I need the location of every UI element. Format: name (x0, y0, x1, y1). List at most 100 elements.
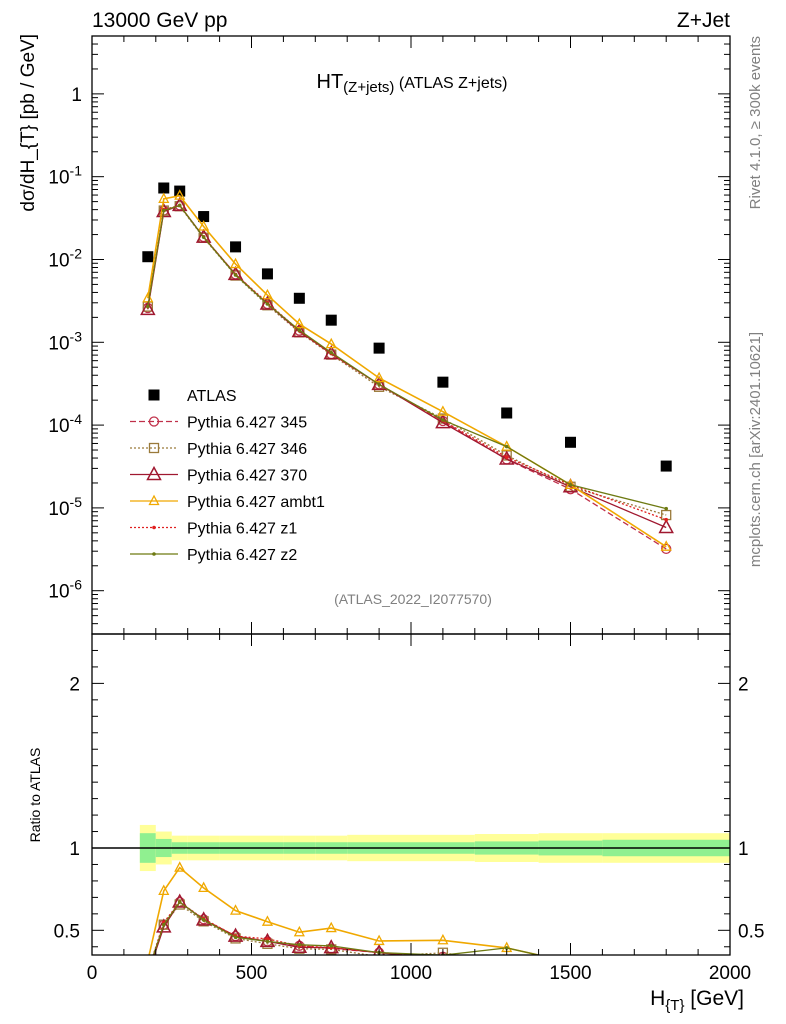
plot-title: HT(Z+jets) (ATLAS Z+jets) (317, 71, 508, 96)
ratio-point-z1 (664, 974, 668, 978)
legend-marker-ambt1 (148, 494, 160, 506)
main-point-p370 (498, 450, 515, 465)
ratio-line-z2 (152, 901, 542, 955)
ratio-point-p370 (660, 976, 673, 988)
x-tick-label: 1000 (390, 963, 432, 984)
main-point-ambt1 (174, 189, 186, 200)
main-y-tick-label: 10-5 (48, 494, 82, 520)
x-tick-label: 2000 (709, 963, 751, 984)
main-point-atlas (158, 182, 170, 194)
ratio-point-z2 (177, 900, 182, 904)
x-tick-label: 1500 (549, 963, 591, 984)
ratio-point-z2 (233, 935, 238, 940)
ratio-point-z2 (664, 960, 668, 964)
plot-title-tail: (ATLAS Z+jets) (394, 75, 507, 92)
ratio-point-p346 (662, 966, 671, 975)
axes-group: 0 500 1000 1500 2000 10-6 10-5 10-4 10-3 10-2 10-1… (48, 35, 764, 984)
ratio-point-ambt1 (373, 934, 385, 946)
main-point-p370 (259, 295, 276, 310)
main-y-tick-label: 1 (71, 85, 82, 106)
ratio-point-z2 (201, 918, 206, 922)
legend-marker-atlas (148, 389, 160, 401)
ratio-point-ambt1 (198, 881, 210, 893)
x-axis-label-main: H (650, 987, 665, 1010)
rivet-version-label: Rivet 4.1.0, ≥ 300k events (747, 36, 764, 209)
legend-marker-p346 (148, 442, 160, 454)
ratio-point-p370 (141, 968, 154, 980)
main-point-ambt1 (229, 257, 242, 269)
main-point-p370 (371, 375, 387, 391)
main-series-group (140, 182, 674, 555)
ratio-point-ambt1 (437, 933, 449, 945)
ratio-point-ambt1 (174, 861, 186, 872)
legend-label-ambt1: Pythia 6.427 ambt1 (187, 494, 325, 511)
main-point-p370 (291, 322, 308, 338)
ratio-point-ambt1 (261, 915, 274, 926)
main-point-p370 (227, 265, 244, 281)
ratio-y-tick-label-left: 2 (69, 674, 80, 695)
header-process-label: Z+Jet (677, 9, 730, 32)
analysis-id-label: (ATLAS_2022_I2077570) (334, 591, 492, 607)
legend-marker-p345 (148, 416, 160, 427)
main-y-tick-label: 10-4 (48, 411, 82, 437)
ratio-point-z2 (329, 944, 334, 948)
ratio-point-ambt1 (325, 921, 337, 933)
ratio-y-tick-label-right: 2 (738, 674, 749, 695)
ratio-point-ambt1 (147, 954, 149, 955)
main-y-tick-label: 10-1 (48, 163, 82, 189)
ratio-point-p346 (437, 947, 449, 955)
x-axis-label-sub: {T} (665, 997, 684, 1014)
ratio-point-z2 (265, 939, 270, 944)
main-plot-frame (91, 35, 731, 635)
main-point-z1 (504, 455, 509, 459)
ratio-point-p370 (291, 938, 308, 954)
main-point-atlas (198, 211, 210, 223)
main-point-ambt1 (198, 220, 210, 231)
ratio-y-tick-label-right: 0.5 (738, 921, 764, 942)
main-point-ambt1 (660, 540, 672, 551)
plot-title-main: HT (317, 71, 344, 93)
main-point-z1 (664, 517, 668, 522)
main-point-atlas (230, 241, 242, 253)
main-point-z2 (441, 418, 445, 422)
ratio-point-ambt1 (229, 904, 242, 915)
x-tick-label: 0 (87, 963, 98, 984)
main-point-z2 (297, 328, 302, 332)
main-y-tick-label: 10-2 (48, 245, 82, 271)
main-point-p370 (171, 196, 188, 212)
ratio-plot-frame (91, 633, 731, 956)
ratio-point-p346 (502, 958, 511, 967)
main-point-z2 (568, 483, 573, 487)
main-point-atlas (293, 292, 305, 304)
main-point-atlas (325, 314, 337, 326)
main-point-ambt1 (158, 192, 170, 203)
main-point-p370 (323, 345, 340, 360)
legend-label-z2: Pythia 6.427 z2 (187, 547, 297, 564)
ratio-point-p370 (156, 918, 172, 933)
ratio-point-p345 (502, 963, 511, 972)
main-point-z2 (504, 444, 509, 449)
legend-label-atlas: ATLAS (187, 388, 237, 405)
main-point-atlas (565, 436, 576, 448)
legend-label-p346: Pythia 6.427 346 (187, 441, 307, 458)
main-point-atlas (660, 460, 672, 472)
ratio-point-z2 (297, 943, 302, 947)
main-point-z2 (233, 273, 238, 277)
main-point-atlas (142, 251, 154, 263)
ratio-point-z2 (146, 970, 150, 974)
main-point-ambt1 (261, 288, 274, 300)
main-point-z2 (146, 304, 150, 309)
main-point-p370 (658, 518, 674, 534)
main-point-z2 (161, 208, 166, 213)
ratio-point-z2 (504, 946, 509, 950)
x-axis-label-tail: [GeV] (684, 987, 744, 1010)
ratio-point-p346 (143, 967, 152, 976)
legend-label-p370: Pythia 6.427 370 (187, 468, 307, 485)
ratio-point-ambt1 (293, 925, 305, 937)
mcplots-label: mcplots.cern.ch [arXiv:2401.10621] (747, 332, 764, 567)
ratio-point-p370 (171, 893, 188, 908)
plot-title-sub: (Z+jets) (343, 79, 394, 96)
legend-marker-p370 (146, 465, 162, 481)
main-point-atlas (261, 268, 273, 280)
